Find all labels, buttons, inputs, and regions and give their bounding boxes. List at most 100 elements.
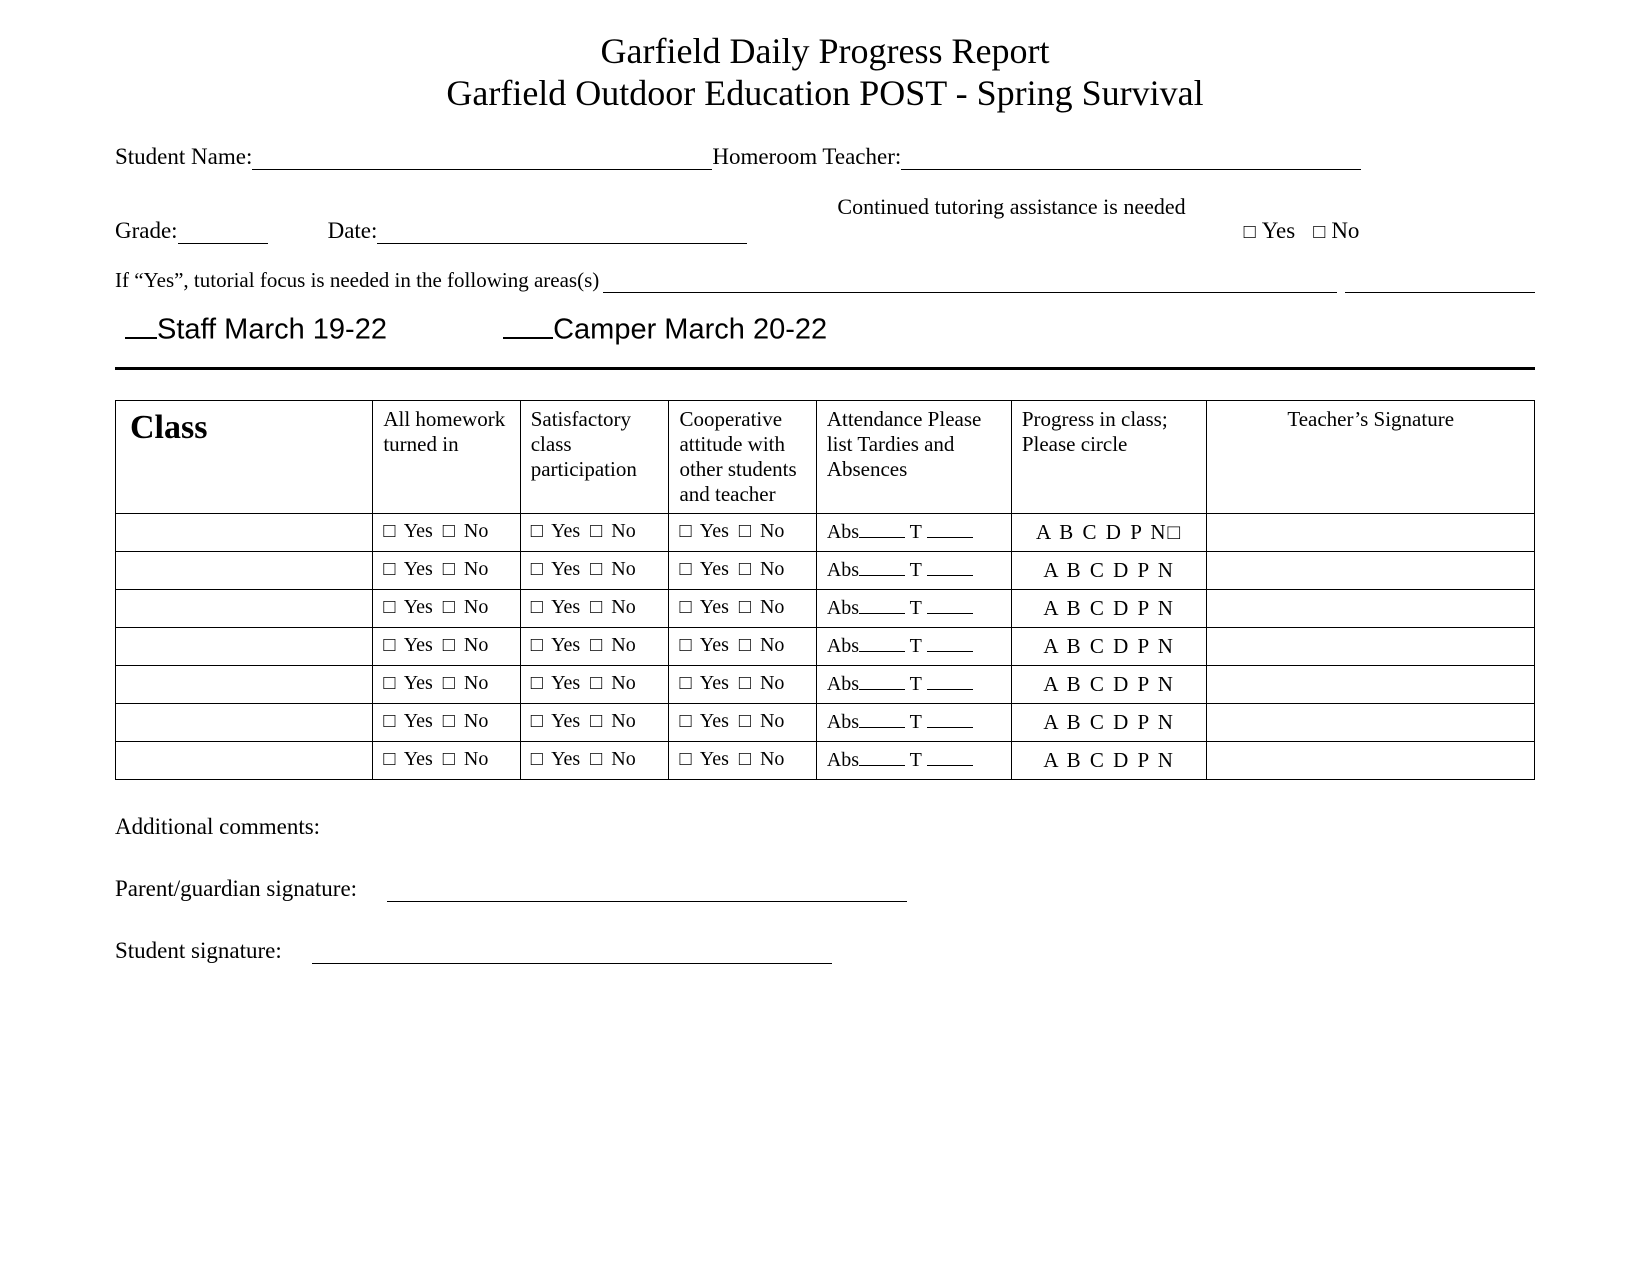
progress-cell[interactable]: A B C D P N bbox=[1011, 551, 1207, 589]
yes-no-cell[interactable]: □ Yes □ No bbox=[373, 589, 520, 627]
class-cell[interactable] bbox=[116, 513, 373, 551]
no-label: No bbox=[1331, 218, 1359, 244]
camper-checkbox-line[interactable] bbox=[503, 311, 553, 339]
yes-no-cell[interactable]: □ Yes □ No bbox=[373, 665, 520, 703]
header-cooperative: Cooperative attitude with other students… bbox=[669, 400, 816, 513]
student-sig-field[interactable] bbox=[312, 941, 832, 964]
header-participation: Satisfactory class participation bbox=[520, 400, 669, 513]
parent-sig-label: Parent/guardian signature: bbox=[115, 876, 357, 902]
parent-sig-row: Parent/guardian signature: bbox=[115, 876, 1535, 902]
divider bbox=[115, 367, 1535, 370]
table-row: □ Yes □ No□ Yes □ No□ Yes □ NoAbs T A B … bbox=[116, 665, 1535, 703]
progress-cell[interactable]: A B C D P N bbox=[1011, 741, 1207, 779]
student-homeroom-row: Student Name: Homeroom Teacher: bbox=[115, 144, 1535, 170]
class-cell[interactable] bbox=[116, 627, 373, 665]
camper-label: Camper March 20-22 bbox=[553, 314, 827, 346]
class-cell[interactable] bbox=[116, 551, 373, 589]
yes-no-cell[interactable]: □ Yes □ No bbox=[520, 665, 669, 703]
signature-cell[interactable] bbox=[1207, 627, 1535, 665]
grade-label: Grade: bbox=[115, 218, 178, 244]
progress-cell[interactable]: A B C D P N bbox=[1011, 665, 1207, 703]
class-cell[interactable] bbox=[116, 589, 373, 627]
progress-cell[interactable]: A B C D P N bbox=[1011, 703, 1207, 741]
header-class: Class bbox=[116, 400, 373, 513]
yes-no-cell[interactable]: □ Yes □ No bbox=[373, 513, 520, 551]
yes-no-cell[interactable]: □ Yes □ No bbox=[373, 741, 520, 779]
yes-no-cell[interactable]: □ Yes □ No bbox=[669, 551, 816, 589]
yes-no-cell[interactable]: □ Yes □ No bbox=[669, 741, 816, 779]
yes-no-cell[interactable]: □ Yes □ No bbox=[520, 703, 669, 741]
attendance-cell[interactable]: Abs T bbox=[816, 551, 1011, 589]
header-progress: Progress in class; Please circle bbox=[1011, 400, 1207, 513]
progress-cell[interactable]: A B C D P N bbox=[1011, 627, 1207, 665]
title-line-2: Garfield Outdoor Education POST - Spring… bbox=[115, 72, 1535, 114]
progress-cell[interactable]: A B C D P N bbox=[1011, 589, 1207, 627]
yes-no-cell[interactable]: □ Yes □ No bbox=[520, 551, 669, 589]
date-label: Date: bbox=[328, 218, 378, 244]
yes-no-cell[interactable]: □ Yes □ No bbox=[520, 513, 669, 551]
header-attendance: Attendance Please list Tardies and Absen… bbox=[816, 400, 1011, 513]
class-cell[interactable] bbox=[116, 665, 373, 703]
progress-table: Class All homework turned in Satisfactor… bbox=[115, 400, 1535, 780]
checkbox-icon[interactable]: □ bbox=[1313, 221, 1325, 244]
student-sig-row: Student signature: bbox=[115, 938, 1535, 964]
header-homework: All homework turned in bbox=[373, 400, 520, 513]
signature-cell[interactable] bbox=[1207, 589, 1535, 627]
table-header: Class All homework turned in Satisfactor… bbox=[116, 400, 1535, 513]
tutorial-areas-row: If “Yes”, tutorial focus is needed in th… bbox=[115, 268, 1535, 293]
yes-no-cell[interactable]: □ Yes □ No bbox=[373, 703, 520, 741]
signature-cell[interactable] bbox=[1207, 513, 1535, 551]
attendance-cell[interactable]: Abs T bbox=[816, 741, 1011, 779]
header-signature: Teacher’s Signature bbox=[1207, 400, 1535, 513]
table-row: □ Yes □ No□ Yes □ No□ Yes □ NoAbs T A B … bbox=[116, 627, 1535, 665]
attendance-cell[interactable]: Abs T bbox=[816, 513, 1011, 551]
yes-no-cell[interactable]: □ Yes □ No bbox=[669, 665, 816, 703]
student-sig-label: Student signature: bbox=[115, 938, 282, 964]
yes-no-cell[interactable]: □ Yes □ No bbox=[520, 627, 669, 665]
yes-no-cell[interactable]: □ Yes □ No bbox=[520, 741, 669, 779]
signature-cell[interactable] bbox=[1207, 741, 1535, 779]
attendance-cell[interactable]: Abs T bbox=[816, 703, 1011, 741]
footer: Additional comments: Parent/guardian sig… bbox=[115, 814, 1535, 964]
table-row: □ Yes □ No□ Yes □ No□ Yes □ NoAbs T A B … bbox=[116, 513, 1535, 551]
attendance-cell[interactable]: Abs T bbox=[816, 589, 1011, 627]
checkin-row: Staff March 19-22 Camper March 20-22 bbox=[125, 311, 1535, 347]
yes-no-cell[interactable]: □ Yes □ No bbox=[669, 627, 816, 665]
homeroom-field[interactable] bbox=[901, 146, 1361, 170]
student-name-field[interactable] bbox=[252, 146, 712, 170]
yes-no-cell[interactable]: □ Yes □ No bbox=[373, 551, 520, 589]
yes-no-cell[interactable]: □ Yes □ No bbox=[669, 589, 816, 627]
grade-field[interactable] bbox=[178, 220, 268, 244]
signature-cell[interactable] bbox=[1207, 703, 1535, 741]
tutorial-areas-label: If “Yes”, tutorial focus is needed in th… bbox=[115, 268, 599, 293]
comments-row: Additional comments: bbox=[115, 814, 1535, 840]
progress-cell[interactable]: A B C D P N□ bbox=[1011, 513, 1207, 551]
yes-no-cell[interactable]: □ Yes □ No bbox=[373, 627, 520, 665]
tutoring-label: Continued tutoring assistance is needed bbox=[837, 194, 1185, 220]
tutorial-areas-field-2[interactable] bbox=[1345, 272, 1535, 293]
attendance-cell[interactable]: Abs T bbox=[816, 627, 1011, 665]
table-row: □ Yes □ No□ Yes □ No□ Yes □ NoAbs T A B … bbox=[116, 741, 1535, 779]
table-row: □ Yes □ No□ Yes □ No□ Yes □ NoAbs T A B … bbox=[116, 551, 1535, 589]
tutorial-areas-field-1[interactable] bbox=[603, 272, 1337, 293]
yes-no-cell[interactable]: □ Yes □ No bbox=[520, 589, 669, 627]
parent-sig-field[interactable] bbox=[387, 879, 907, 902]
class-cell[interactable] bbox=[116, 741, 373, 779]
homeroom-label: Homeroom Teacher: bbox=[712, 144, 901, 170]
comments-label: Additional comments: bbox=[115, 814, 320, 840]
yes-no-cell[interactable]: □ Yes □ No bbox=[669, 703, 816, 741]
yes-no-cell[interactable]: □ Yes □ No bbox=[669, 513, 816, 551]
header-progress-line2: Please circle bbox=[1022, 432, 1128, 456]
signature-cell[interactable] bbox=[1207, 551, 1535, 589]
page: Garfield Daily Progress Report Garfield … bbox=[115, 30, 1535, 964]
class-cell[interactable] bbox=[116, 703, 373, 741]
signature-cell[interactable] bbox=[1207, 665, 1535, 703]
table-body: □ Yes □ No□ Yes □ No□ Yes □ NoAbs T A B … bbox=[116, 513, 1535, 779]
checkbox-icon[interactable]: □ bbox=[1244, 221, 1256, 244]
title-line-1: Garfield Daily Progress Report bbox=[115, 30, 1535, 72]
date-field[interactable] bbox=[377, 220, 747, 244]
staff-checkbox-line[interactable] bbox=[125, 311, 157, 339]
header-progress-line1: Progress in class; bbox=[1022, 407, 1168, 431]
table-row: □ Yes □ No□ Yes □ No□ Yes □ NoAbs T A B … bbox=[116, 703, 1535, 741]
attendance-cell[interactable]: Abs T bbox=[816, 665, 1011, 703]
